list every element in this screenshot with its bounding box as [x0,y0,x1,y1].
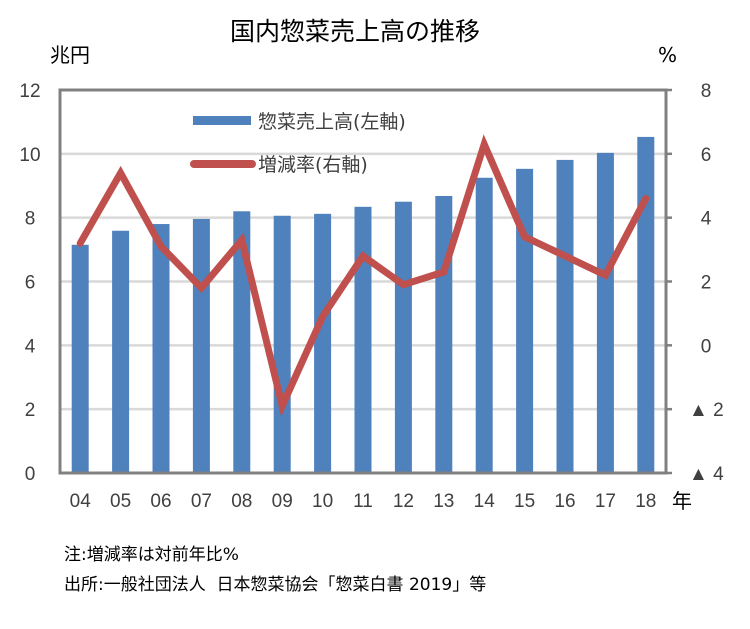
bar-14 [475,177,493,474]
x-tick-label: 07 [191,491,212,512]
legend: 惣菜売上高(左軸) 増減率(右軸) [190,111,406,176]
x-tick-label: 12 [393,491,414,512]
x-tick-label: 14 [474,491,496,512]
x-tick-label: 09 [272,491,293,512]
left-tick-label: 4 [25,336,36,357]
left-tick-label: 8 [25,209,36,230]
left-tick-label: 2 [25,400,36,421]
bar-17 [596,152,614,473]
x-tick-label: 16 [554,491,575,512]
source-note: 出所:一般社団法人 日本惣菜協会「惣菜白書 2019」等 [64,575,487,595]
right-tick-label: 4 [701,209,712,230]
left-tick-label: 10 [19,145,40,166]
bar-07 [192,218,210,473]
bar-05 [112,230,130,473]
right-tick-label: 6 [701,145,712,166]
bar-11 [354,206,372,473]
bar-08 [233,211,251,474]
right-tick-label: 0 [701,336,712,357]
bar-09 [273,215,291,474]
x-tick-label: 06 [150,491,171,512]
bar-12 [394,201,412,474]
x-tick-label: 13 [433,491,454,512]
footnote: 注:増減率は対前年比% [64,545,239,565]
bar-06 [152,224,170,473]
x-tick-label: 17 [595,491,616,512]
x-axis-unit: 年 [672,489,692,513]
x-tick-label: 15 [514,491,535,512]
right-tick-label: ▲ 4 [689,464,724,485]
x-tick-label: 08 [231,491,252,512]
right-tick-label: ▲ 2 [689,400,724,421]
left-tick-label: 0 [25,464,36,485]
right-tick-label: 8 [701,81,712,102]
bar-13 [435,195,453,474]
bar-04 [71,244,89,473]
x-tick-label: 11 [353,491,373,512]
bar-18 [637,136,655,474]
x-axis-ticks: 04 05 06 07 08 09 10 11 12 13 14 15 16 17 18 [70,491,657,512]
legend-swatch-bar [193,116,251,125]
plot-frame [58,88,672,475]
right-tick-label: 2 [701,273,712,294]
legend-label-bar: 惣菜売上高(左軸) [258,111,406,133]
left-tick-label: 12 [19,81,40,102]
x-tick-label: 10 [312,491,333,512]
legend-label-line: 増減率(右軸) [258,154,368,176]
x-tick-label: 18 [635,491,656,512]
chart-title: 国内惣菜売上高の推移 [230,17,480,46]
line-series [76,134,650,417]
bar-series [71,136,655,474]
bar-16 [556,159,574,473]
left-axis-unit: 兆円 [50,43,90,67]
bar-10 [314,213,332,473]
x-tick-label: 05 [110,491,131,512]
right-axis-ticks: ▲ 4 ▲ 2 0 2 4 6 8 [689,81,724,485]
x-tick-label: 04 [70,491,92,512]
left-axis-ticks: 0 2 4 6 8 10 12 [19,81,40,485]
right-axis-unit: % [658,43,677,67]
left-tick-label: 6 [25,273,36,294]
bar-15 [516,168,534,473]
